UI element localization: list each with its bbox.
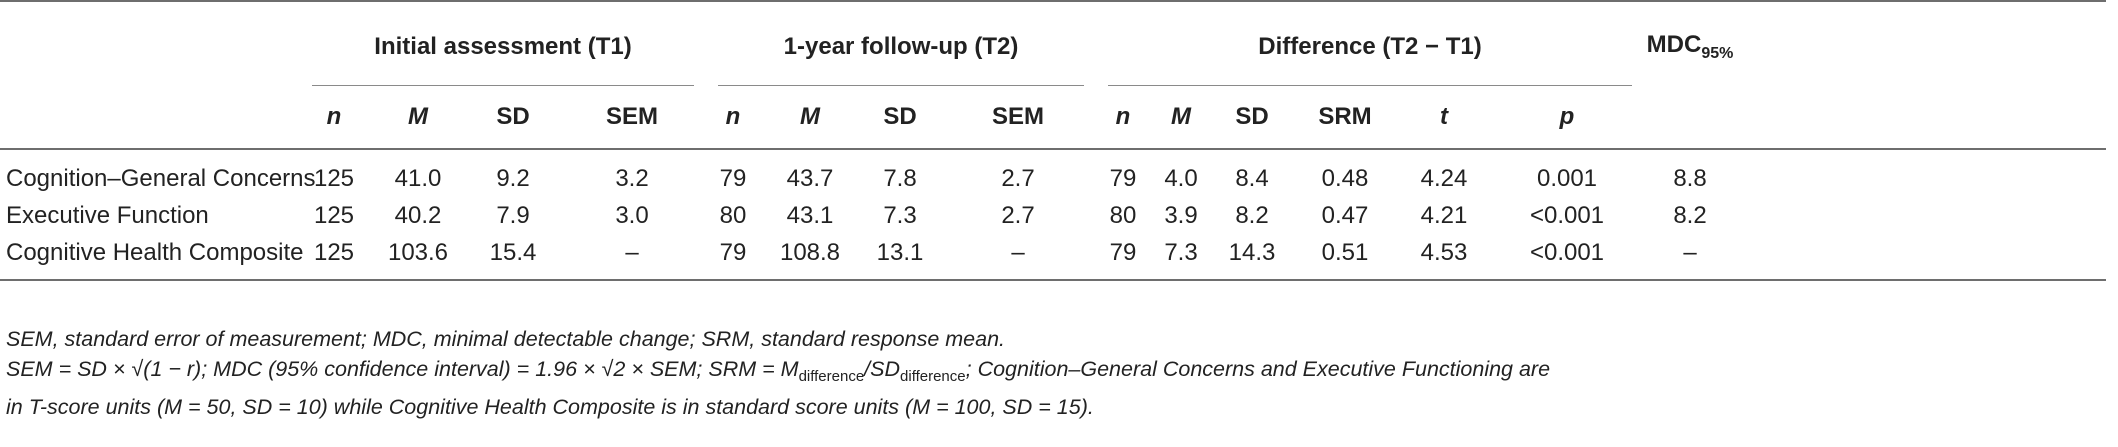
col-n-diff: n [1115, 103, 1131, 130]
col-sd-diff: SD [1235, 103, 1269, 130]
col-sem-t1: SEM [605, 103, 658, 130]
footnote-units: in T-score units (M = 50, SD = 10) while… [6, 395, 1094, 419]
col-m-diff: M [1171, 103, 1191, 130]
col-p-diff: p [1559, 103, 1575, 130]
col-srm-diff: SRM [1318, 103, 1372, 130]
table-row: Executive Function 125 40.2 7.9 3.0 80 4… [0, 198, 2106, 233]
footnote-formulas: SEM = SD × √(1 − r); MDC (95% confidence… [6, 357, 1551, 385]
col-m-t1: M [408, 103, 428, 130]
col-sd-t2: SD [883, 103, 917, 130]
sqrt-icon: √ [601, 357, 614, 381]
row-label: Cognitive Health Composite [6, 239, 304, 266]
col-m-t2: M [800, 103, 820, 130]
results-table-container: Initial assessment (T1) 1-year follow-up… [0, 1, 2106, 280]
col-t-diff: t [1440, 103, 1448, 130]
group-t1-header: Initial assessment (T1) [300, 1, 706, 86]
group-diff-header: Difference (T2 − T1) [1096, 1, 1644, 86]
group-t2-header: 1-year follow-up (T2) [706, 1, 1096, 86]
col-sem-t2: SEM [991, 103, 1044, 130]
col-n-t1: n [326, 103, 342, 130]
row-label: Executive Function [6, 201, 209, 229]
table-row: Cognitive Health Composite 125 103.6 15.… [0, 233, 2106, 280]
row-label: Cognition–General Concerns [6, 165, 316, 192]
col-sd-t1: SD [496, 103, 530, 130]
column-header-row: n M SD SEM n M SD SEM n M SD SRM t p [0, 86, 2106, 149]
group-header-row: Initial assessment (T1) 1-year follow-up… [0, 1, 2106, 86]
sqrt-icon: √ [131, 357, 144, 381]
group-mdc-header: MDC95% [1646, 31, 1734, 62]
col-n-t2: n [725, 103, 741, 130]
table-row: Cognition–General Concerns 125 41.0 9.2 … [0, 149, 2106, 198]
results-table: Initial assessment (T1) 1-year follow-up… [0, 1, 2106, 280]
table-footnotes: SEM, standard error of measurement; MDC,… [6, 324, 2112, 422]
footnote-abbreviations: SEM, standard error of measurement; MDC,… [6, 327, 1006, 351]
